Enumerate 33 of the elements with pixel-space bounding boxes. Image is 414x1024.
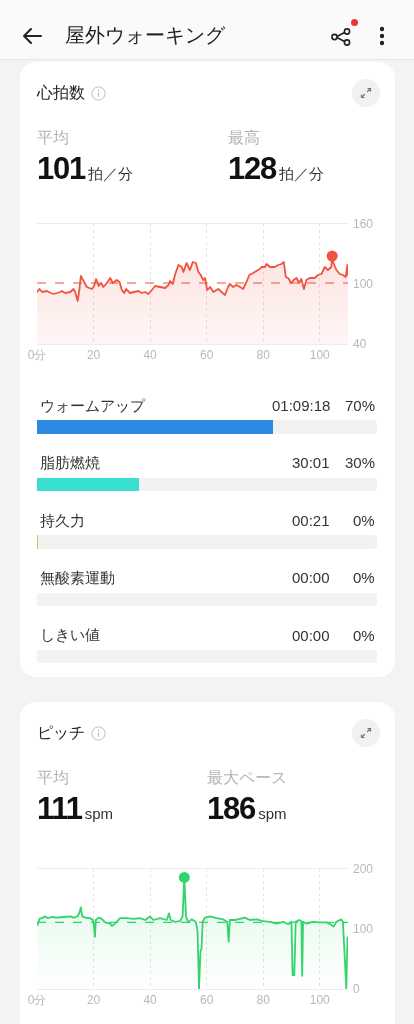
- text: 最高: [228, 129, 260, 146]
- chart-title: 心拍数: [37, 84, 85, 102]
- y-tick-label: 200: [353, 862, 374, 877]
- x-tick-label: 40: [143, 993, 158, 1008]
- text: 128: [228, 151, 277, 186]
- x-tick-label: 60: [199, 993, 214, 1008]
- text: 平均: [37, 769, 69, 786]
- x-tick-label: 0分: [27, 348, 47, 363]
- x-tick-label: 80: [256, 348, 271, 363]
- x-tick-label: 0分: [27, 993, 47, 1008]
- x-tick-label: 40: [143, 348, 158, 363]
- x-tick-label: 100: [309, 348, 331, 363]
- text: 186: [207, 791, 256, 826]
- chart-title: ピッチ: [37, 724, 85, 742]
- text: 111: [37, 791, 82, 826]
- text: 101: [37, 151, 86, 186]
- text: 屋外ウォーキング: [65, 24, 225, 46]
- y-tick-label: 0: [353, 982, 360, 997]
- y-tick-label: 100: [353, 277, 374, 292]
- x-tick-label: 60: [199, 348, 214, 363]
- x-tick-label: 80: [256, 993, 271, 1008]
- text: 拍／分: [279, 165, 325, 182]
- y-tick-label: 40: [353, 337, 367, 352]
- x-tick-label: 20: [86, 348, 101, 363]
- text: 拍／分: [88, 165, 134, 182]
- y-tick-label: 100: [353, 922, 374, 937]
- y-tick-label: 160: [353, 217, 374, 232]
- x-tick-label: 100: [309, 993, 331, 1008]
- text: 平均: [37, 129, 69, 146]
- text: spm: [84, 805, 114, 822]
- text: 最大ペース: [207, 769, 287, 786]
- text: spm: [258, 805, 287, 822]
- x-tick-label: 20: [86, 993, 101, 1008]
